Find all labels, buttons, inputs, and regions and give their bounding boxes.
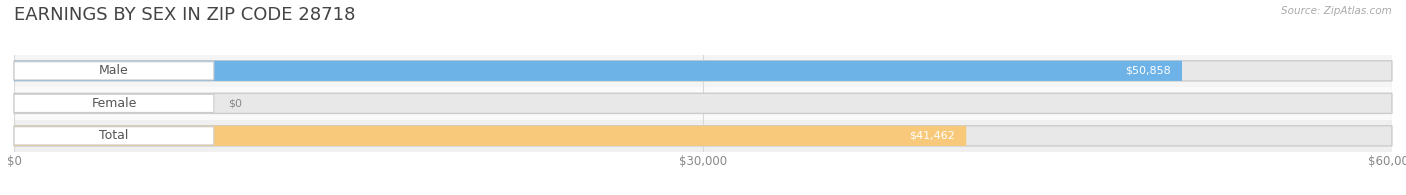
FancyBboxPatch shape (14, 94, 214, 113)
FancyBboxPatch shape (14, 126, 1392, 146)
Text: EARNINGS BY SEX IN ZIP CODE 28718: EARNINGS BY SEX IN ZIP CODE 28718 (14, 6, 356, 24)
Bar (14, 120, 1392, 152)
FancyBboxPatch shape (14, 126, 966, 146)
Text: $50,858: $50,858 (1125, 66, 1171, 76)
Text: $0: $0 (228, 98, 242, 108)
Text: Source: ZipAtlas.com: Source: ZipAtlas.com (1281, 6, 1392, 16)
Bar (14, 87, 1392, 120)
FancyBboxPatch shape (14, 127, 214, 145)
FancyBboxPatch shape (14, 62, 214, 80)
Text: Male: Male (98, 64, 129, 77)
Text: Female: Female (91, 97, 136, 110)
FancyBboxPatch shape (14, 93, 1392, 113)
FancyBboxPatch shape (14, 61, 1392, 81)
Bar (14, 55, 1392, 87)
FancyBboxPatch shape (14, 61, 1182, 81)
Text: $41,462: $41,462 (910, 131, 955, 141)
Text: Total: Total (100, 129, 128, 142)
